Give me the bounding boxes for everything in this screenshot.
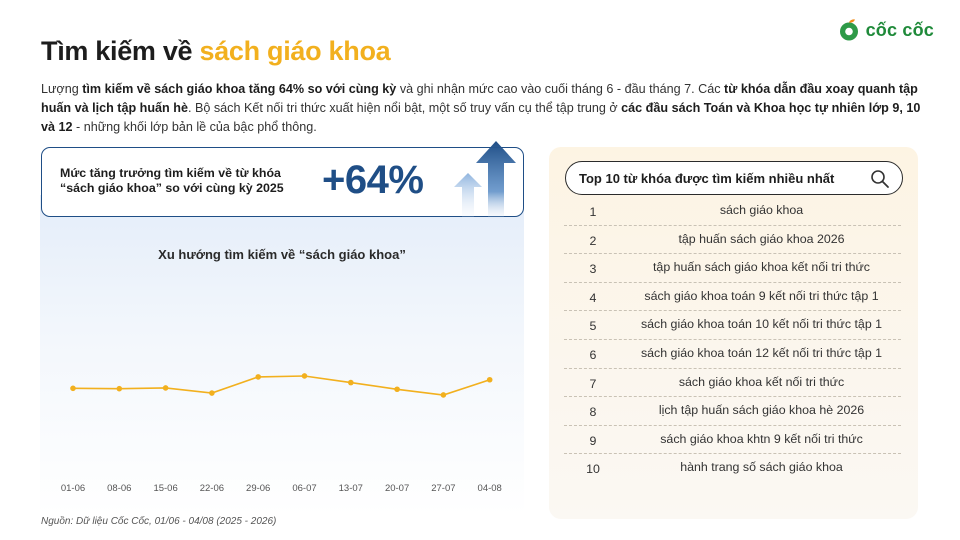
chart-background	[40, 195, 524, 515]
x-tick-label: 08-06	[107, 483, 131, 494]
keyword-row: 4 sách giáo khoa toán 9 kết nối tri thức …	[564, 283, 901, 312]
keyword-text: tập huấn sách giáo khoa kết nối tri thức	[652, 260, 870, 275]
top-keywords-panel: Top 10 từ khóa được tìm kiếm nhiều nhất …	[549, 147, 918, 519]
keyword-rank: 5	[589, 319, 597, 334]
x-tick-label: 01-06	[61, 483, 85, 494]
page-title: Tìm kiếm về sách giáo khoa	[41, 36, 391, 67]
intro-text-3: . Bộ sách Kết nối tri thức xuất hiện nổi…	[187, 101, 622, 115]
data-point	[70, 385, 76, 392]
up-arrows-icon	[454, 141, 516, 219]
data-point	[209, 390, 215, 396]
x-tick-label: 27-07	[431, 483, 455, 494]
growth-value: +64%	[322, 158, 424, 202]
keyword-row: 5 sách giáo khoa toán 10 kết nối tri thức…	[564, 311, 901, 340]
growth-label-line2: “sách giáo khoa” so với cùng kỳ 2025	[60, 181, 284, 195]
title-main: Tìm kiếm về	[41, 36, 200, 66]
keyword-row: 9 sách giáo khoa khtn 9 kết nối tri thức	[564, 426, 901, 455]
search-icon	[871, 170, 889, 188]
data-point	[301, 373, 308, 379]
intro-bold-3: các đầu sách Toán và Khoa học tự nhiên l…	[41, 101, 921, 134]
source-note: Nguồn: Dữ liệu Cốc Cốc, 01/06 - 04/08 (2…	[41, 516, 277, 527]
trend-line	[72, 375, 490, 396]
chart-title: Xu hướng tìm kiếm về “sách giáo khoa”	[158, 247, 406, 262]
keyword-row: 2 tập huấn sách giáo khoa 2026	[564, 226, 901, 255]
data-point	[440, 392, 447, 398]
x-tick-label: 04-08	[478, 483, 502, 494]
brand-name: cốc cốc	[865, 19, 934, 40]
top-keywords-title: Top 10 từ khóa được tìm kiếm nhiều nhất	[579, 171, 835, 186]
keyword-rank: 3	[589, 262, 597, 277]
keyword-rank: 10	[586, 462, 600, 477]
data-point	[394, 386, 400, 393]
keyword-rank: 2	[589, 233, 597, 248]
trend-line-chart: 01-06 08-06 15-06 22-06 29-06 06-07 13-07 20-07…	[61, 373, 502, 494]
keyword-text: hành trang số sách giáo khoa	[680, 460, 843, 475]
keyword-text: sách giáo khoa toán 10 kết nối tri thức …	[640, 317, 883, 332]
intro-text-4: - những khối lớp bản lề của bậc phổ thôn…	[72, 120, 317, 134]
keyword-row: 1 sách giáo khoa	[564, 197, 901, 226]
x-tick-label: 29-06	[246, 483, 270, 494]
coccoc-logo-icon	[839, 19, 858, 41]
keyword-text: sách giáo khoa toán 9 kết nối tri thức t…	[644, 288, 879, 303]
brand-logo: cốc cốc	[837, 18, 934, 42]
keyword-text: lịch tập huấn sách giáo khoa hè 2026	[658, 403, 865, 418]
x-tick-label: 22-06	[200, 483, 224, 494]
x-tick-label: 06-07	[292, 483, 316, 494]
keyword-rank: 7	[589, 376, 597, 391]
top-keywords-search-box: Top 10 từ khóa được tìm kiếm nhiều nhất	[565, 161, 903, 195]
keyword-text: sách giáo khoa toán 12 kết nối tri thức …	[640, 345, 883, 360]
growth-label: Mức tăng trưởng tìm kiếm về từ khóa “sác…	[60, 166, 320, 196]
keyword-row: 8 lịch tập huấn sách giáo khoa hè 2026	[564, 397, 901, 426]
x-tick-label: 20-07	[385, 483, 409, 494]
x-tick-label: 13-07	[339, 483, 363, 494]
keyword-row: 10 hành trang số sách giáo khoa	[564, 454, 901, 483]
big-arrow-shape	[476, 141, 516, 219]
keyword-text: sách giáo khoa kết nối tri thức	[678, 374, 845, 389]
x-tick-label: 15-06	[153, 483, 177, 494]
keyword-row: 3 tập huấn sách giáo khoa kết nối tri thứ…	[564, 254, 901, 283]
title-highlight: sách giáo khoa	[199, 36, 391, 66]
intro-bold-2: từ khóa dẫn đầu xoay quanh tập huấn và l…	[41, 82, 918, 115]
small-arrow-shape	[454, 173, 482, 219]
keyword-row: 6 sách giáo khoa toán 12 kết nối tri thức…	[564, 340, 901, 369]
data-point	[348, 379, 354, 386]
keyword-rank: 9	[589, 433, 597, 448]
keyword-list: 1 sách giáo khoa 2 tập huấn sách giáo khoa …	[564, 197, 901, 483]
keyword-text: sách giáo khoa khtn 9 kết nối tri thức	[660, 431, 863, 446]
data-point	[486, 376, 493, 383]
keyword-row: 7 sách giáo khoa kết nối tri thức	[564, 369, 901, 398]
intro-paragraph: Lượng tìm kiếm về sách giáo khoa tăng 64…	[41, 80, 921, 137]
keyword-text: sách giáo khoa	[719, 203, 804, 217]
data-point	[116, 385, 123, 392]
intro-text-2: và ghi nhận mức cao vào cuối tháng 6 - đ…	[396, 82, 725, 96]
data-point	[255, 374, 261, 380]
keyword-text: tập huấn sách giáo khoa 2026	[678, 231, 845, 246]
keyword-rank: 1	[589, 205, 597, 219]
growth-card: Mức tăng trưởng tìm kiếm về từ khóa “sác…	[41, 147, 524, 217]
data-point	[162, 385, 169, 391]
keyword-rank: 6	[589, 347, 597, 362]
intro-text-1: Lượng	[41, 82, 83, 96]
intro-bold-1: tìm kiếm về sách giáo khoa tăng 64% so v…	[82, 82, 397, 96]
keyword-rank: 8	[589, 405, 597, 420]
growth-label-line1: Mức tăng trưởng tìm kiếm về từ khóa	[60, 166, 281, 180]
keyword-rank: 4	[589, 290, 597, 305]
